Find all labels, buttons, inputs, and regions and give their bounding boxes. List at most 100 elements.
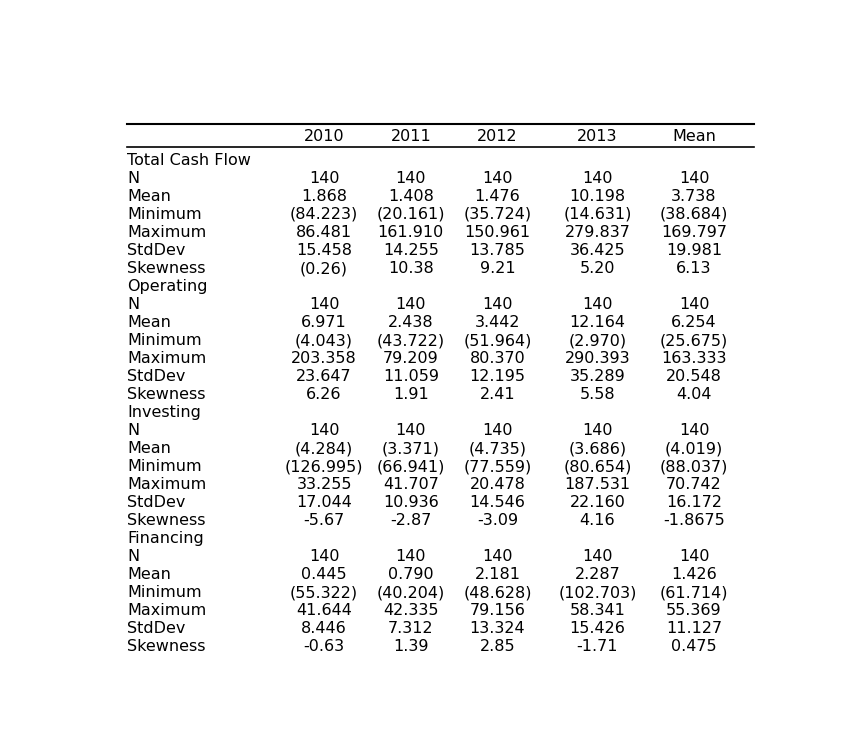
Text: Skewness: Skewness [127, 640, 206, 654]
Text: Mean: Mean [127, 441, 171, 456]
Text: 55.369: 55.369 [666, 603, 722, 618]
Text: Skewness: Skewness [127, 261, 206, 276]
Text: 163.333: 163.333 [661, 351, 727, 366]
Text: Maximum: Maximum [127, 603, 206, 618]
Text: 22.160: 22.160 [569, 495, 625, 510]
Text: Mean: Mean [127, 189, 171, 204]
Text: Mean: Mean [672, 129, 716, 143]
Text: 140: 140 [396, 171, 426, 186]
Text: (48.628): (48.628) [464, 586, 531, 600]
Text: (66.941): (66.941) [377, 459, 445, 474]
Text: 79.209: 79.209 [383, 351, 439, 366]
Text: (61.714): (61.714) [660, 586, 728, 600]
Text: 140: 140 [582, 171, 612, 186]
Text: 36.425: 36.425 [569, 243, 625, 258]
Text: N: N [127, 297, 139, 312]
Text: 86.481: 86.481 [296, 225, 353, 240]
Text: -2.87: -2.87 [390, 513, 432, 529]
Text: 15.458: 15.458 [296, 243, 352, 258]
Text: -5.67: -5.67 [304, 513, 345, 529]
Text: 1.426: 1.426 [671, 567, 717, 582]
Text: 279.837: 279.837 [564, 225, 630, 240]
Text: Maximum: Maximum [127, 351, 206, 366]
Text: (77.559): (77.559) [464, 459, 531, 474]
Text: 1.91: 1.91 [393, 387, 428, 402]
Text: 0.475: 0.475 [671, 640, 717, 654]
Text: 2.438: 2.438 [388, 315, 433, 330]
Text: 79.156: 79.156 [470, 603, 525, 618]
Text: 1.408: 1.408 [388, 189, 433, 204]
Text: 10.38: 10.38 [388, 261, 433, 276]
Text: 140: 140 [396, 549, 426, 564]
Text: (126.995): (126.995) [285, 459, 364, 474]
Text: 1.39: 1.39 [393, 640, 428, 654]
Text: Total Cash Flow: Total Cash Flow [127, 153, 251, 168]
Text: Maximum: Maximum [127, 477, 206, 492]
Text: 140: 140 [309, 423, 340, 438]
Text: -1.71: -1.71 [576, 640, 618, 654]
Text: 140: 140 [396, 297, 426, 312]
Text: -1.8675: -1.8675 [663, 513, 725, 529]
Text: (4.019): (4.019) [665, 441, 723, 456]
Text: 0.790: 0.790 [388, 567, 433, 582]
Text: 6.971: 6.971 [301, 315, 347, 330]
Text: 1.476: 1.476 [475, 189, 520, 204]
Text: Maximum: Maximum [127, 225, 206, 240]
Text: (4.043): (4.043) [295, 333, 353, 348]
Text: 6.254: 6.254 [671, 315, 717, 330]
Text: 4.16: 4.16 [580, 513, 615, 529]
Text: StdDev: StdDev [127, 369, 186, 384]
Text: 140: 140 [309, 171, 340, 186]
Text: StdDev: StdDev [127, 495, 186, 510]
Text: StdDev: StdDev [127, 243, 186, 258]
Text: (4.735): (4.735) [469, 441, 526, 456]
Text: 41.707: 41.707 [383, 477, 439, 492]
Text: 16.172: 16.172 [666, 495, 722, 510]
Text: (102.703): (102.703) [558, 586, 636, 600]
Text: 6.13: 6.13 [676, 261, 712, 276]
Text: 161.910: 161.910 [378, 225, 444, 240]
Text: 140: 140 [482, 423, 513, 438]
Text: 2.287: 2.287 [574, 567, 620, 582]
Text: 290.393: 290.393 [564, 351, 630, 366]
Text: Minimum: Minimum [127, 459, 202, 474]
Text: 15.426: 15.426 [569, 621, 625, 636]
Text: (43.722): (43.722) [377, 333, 445, 348]
Text: 12.195: 12.195 [470, 369, 525, 384]
Text: (3.686): (3.686) [568, 441, 626, 456]
Text: 13.785: 13.785 [470, 243, 525, 258]
Text: 70.742: 70.742 [666, 477, 722, 492]
Text: 2.41: 2.41 [480, 387, 515, 402]
Text: (0.26): (0.26) [300, 261, 348, 276]
Text: 10.198: 10.198 [569, 189, 625, 204]
Text: 80.370: 80.370 [470, 351, 525, 366]
Text: 140: 140 [482, 171, 513, 186]
Text: 140: 140 [396, 423, 426, 438]
Text: N: N [127, 171, 139, 186]
Text: Minimum: Minimum [127, 586, 202, 600]
Text: 140: 140 [309, 297, 340, 312]
Text: -0.63: -0.63 [304, 640, 345, 654]
Text: (4.284): (4.284) [295, 441, 353, 456]
Text: Financing: Financing [127, 531, 204, 546]
Text: (35.724): (35.724) [464, 207, 531, 222]
Text: Minimum: Minimum [127, 207, 202, 222]
Text: 140: 140 [482, 549, 513, 564]
Text: 23.647: 23.647 [297, 369, 352, 384]
Text: (20.161): (20.161) [377, 207, 445, 222]
Text: N: N [127, 549, 139, 564]
Text: (2.970): (2.970) [568, 333, 626, 348]
Text: (88.037): (88.037) [660, 459, 728, 474]
Text: Mean: Mean [127, 315, 171, 330]
Text: 140: 140 [309, 549, 340, 564]
Text: 5.58: 5.58 [580, 387, 615, 402]
Text: Operating: Operating [127, 279, 208, 294]
Text: (40.204): (40.204) [377, 586, 445, 600]
Text: (3.371): (3.371) [382, 441, 439, 456]
Text: 2010: 2010 [304, 129, 344, 143]
Text: 3.442: 3.442 [475, 315, 520, 330]
Text: 58.341: 58.341 [569, 603, 625, 618]
Text: 20.478: 20.478 [470, 477, 525, 492]
Text: 1.868: 1.868 [301, 189, 347, 204]
Text: 169.797: 169.797 [661, 225, 727, 240]
